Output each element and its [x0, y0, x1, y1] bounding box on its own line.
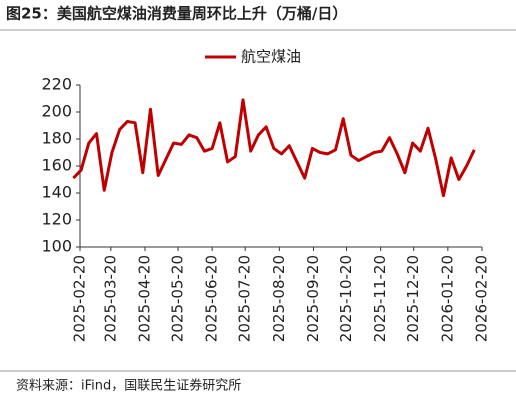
chart-title: 图25：美国航空煤油消费量周环比上升（万桶/日）: [6, 5, 347, 23]
x-tick-label: 2026-01-20: [438, 255, 456, 342]
x-tick-label: 2025-02-20: [71, 255, 89, 342]
x-tick-label: 2025-11-20: [371, 255, 389, 342]
x-tick-label: 2026-02-20: [473, 255, 491, 342]
x-tick-label: 2025-07-20: [236, 255, 254, 342]
x-tick-label: 2025-10-20: [337, 255, 355, 342]
y-tick-label: 160: [41, 156, 72, 175]
y-tick-label: 180: [41, 129, 72, 148]
y-tick-label: 220: [41, 75, 72, 94]
x-tick-label: 2025-03-20: [101, 255, 119, 342]
y-tick-label: 120: [41, 210, 72, 229]
x-tick-label: 2025-04-20: [135, 255, 153, 342]
source: 资料来源：iFind，国联民生证券研究所: [16, 378, 241, 394]
x-tick-label: 2025-06-20: [203, 255, 221, 342]
x-tick-label: 2025-05-20: [169, 255, 187, 342]
x-tick-label: 2025-09-20: [304, 255, 322, 342]
data-line: [72, 98, 476, 198]
x-tick-label: 2025-12-20: [404, 255, 422, 342]
x-tick-label: 2025-08-20: [270, 255, 288, 342]
y-tick-label: 200: [41, 102, 72, 121]
y-tick-label: 100: [41, 237, 72, 256]
legend-label: 航空煤油: [241, 48, 301, 66]
y-tick-label: 140: [41, 183, 72, 202]
